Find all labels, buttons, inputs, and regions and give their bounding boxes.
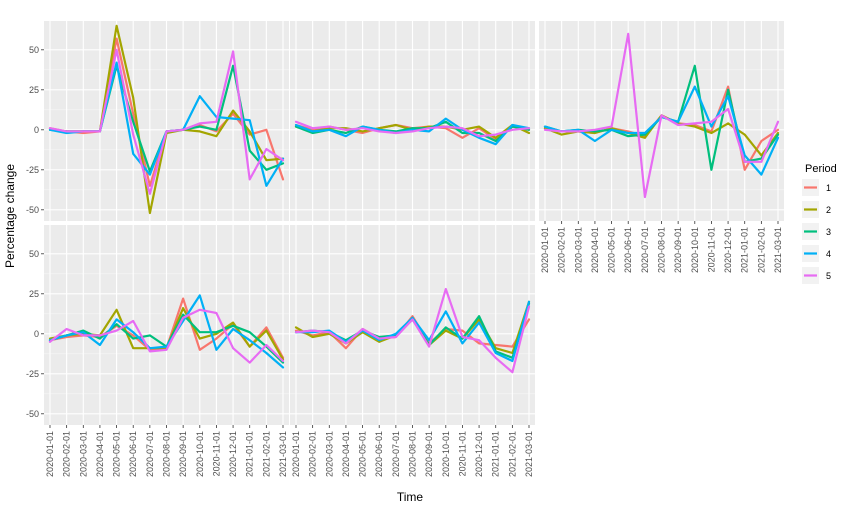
x-tick-label: 2020-09-01 xyxy=(424,431,434,477)
x-tick-label: 2020-08-01 xyxy=(162,431,172,477)
legend-label: 3 xyxy=(826,227,831,237)
x-tick-label: 2021-01-01 xyxy=(491,431,501,477)
legend-title: Period xyxy=(805,163,837,175)
x-tick-label: 2021-02-01 xyxy=(261,431,271,477)
x-tick-label: 2020-02-01 xyxy=(62,431,72,477)
y-tick-label: -50 xyxy=(26,205,39,215)
x-tick-label: 2020-07-01 xyxy=(145,431,155,477)
y-axis-title: Percentage change xyxy=(3,164,17,268)
x-tick-label: 2020-02-01 xyxy=(557,227,567,273)
x-tick-label: 2020-11-01 xyxy=(457,431,467,476)
x-tick-label: 2020-05-01 xyxy=(112,431,122,477)
facet-panel-5: 2020-01-01 2020-02-01 2020-03-01 2020-04-01… xyxy=(290,225,535,477)
y-tick-label: 50 xyxy=(29,45,39,55)
series-line-5 xyxy=(543,32,780,199)
series-line-4 xyxy=(294,117,531,146)
x-tick-label: 2020-03-01 xyxy=(573,227,583,273)
y-tick-label: -25 xyxy=(26,369,39,379)
facet-panels: -50 -25 0 25 50 2020-01-01 2020-02-01 2020-03-0… xyxy=(26,21,784,477)
x-tick-label: 2021-03-01 xyxy=(773,227,783,273)
x-tick-label: 2020-12-01 xyxy=(474,431,484,477)
legend-label: 4 xyxy=(826,249,831,259)
y-tick-label: 25 xyxy=(29,289,39,299)
y-tick-label: 0 xyxy=(34,125,39,135)
legend-item-5: 5 xyxy=(802,267,831,284)
facet-panel-1: -50 -25 0 25 50 xyxy=(26,21,289,221)
series-line-5 xyxy=(48,308,285,364)
x-tick-label: 2020-11-01 xyxy=(211,431,221,476)
x-tick-label: 2020-03-01 xyxy=(78,431,88,477)
x-tick-label: 2020-07-01 xyxy=(640,227,650,273)
x-tick-label: 2020-10-01 xyxy=(690,227,700,273)
legend-items: 1 2 3 4 5 xyxy=(802,179,831,284)
x-tick-label: 2021-01-01 xyxy=(740,227,750,273)
legend-label: 5 xyxy=(826,271,831,281)
x-tick-label: 2020-03-01 xyxy=(324,431,334,477)
x-tick-label: 2021-01-01 xyxy=(245,431,255,477)
series-line-5 xyxy=(48,48,285,195)
series-line-4 xyxy=(294,300,531,363)
x-tick-label: 2020-09-01 xyxy=(673,227,683,273)
legend-label: 1 xyxy=(826,183,831,193)
legend-item-2: 2 xyxy=(802,201,831,218)
x-tick-label: 2020-04-01 xyxy=(95,431,105,477)
x-tick-label: 2020-08-01 xyxy=(408,431,418,477)
legend-item-4: 4 xyxy=(802,245,831,262)
x-tick-label: 2020-01-01 xyxy=(45,431,55,477)
x-tick-label: 2020-01-01 xyxy=(540,227,550,273)
x-tick-label: 2020-06-01 xyxy=(128,431,138,477)
x-tick-label: 2020-12-01 xyxy=(723,227,733,273)
x-tick-label: 2021-03-01 xyxy=(524,431,534,477)
y-tick-label: 0 xyxy=(34,329,39,339)
legend-label: 2 xyxy=(826,205,831,215)
y-tick-label: 25 xyxy=(29,85,39,95)
x-tick-label: 2020-11-01 xyxy=(706,227,716,272)
legend-item-1: 1 xyxy=(802,179,831,196)
x-tick-label: 2020-07-01 xyxy=(391,431,401,477)
series-line-5 xyxy=(294,287,531,374)
x-tick-label: 2020-04-01 xyxy=(590,227,600,273)
x-tick-label: 2020-12-01 xyxy=(228,431,238,477)
legend: Period 1 2 3 4 5 xyxy=(802,163,837,284)
y-tick-label: -50 xyxy=(26,409,39,419)
x-tick-label: 2020-06-01 xyxy=(374,431,384,477)
x-tick-label: 2021-03-01 xyxy=(278,431,288,477)
facet-panel-4: -50 -25 0 25 50 2020-01-01 2020-02-01 2020-03-0… xyxy=(26,225,289,477)
legend-item-3: 3 xyxy=(802,223,831,240)
y-tick-label: 50 xyxy=(29,249,39,259)
x-axis-title: Time xyxy=(397,490,424,504)
x-tick-label: 2020-10-01 xyxy=(441,431,451,477)
y-tick-label: -25 xyxy=(26,165,39,175)
x-tick-label: 2021-02-01 xyxy=(756,227,766,273)
x-tick-label: 2020-10-01 xyxy=(195,431,205,477)
x-tick-label: 2021-02-01 xyxy=(507,431,517,477)
x-tick-label: 2020-09-01 xyxy=(178,431,188,477)
x-tick-label: 2020-04-01 xyxy=(341,431,351,477)
x-tick-label: 2020-06-01 xyxy=(623,227,633,273)
x-tick-label: 2020-05-01 xyxy=(607,227,617,273)
facet-panel-3: 2020-01-01 2020-02-01 2020-03-01 2020-04-01… xyxy=(539,21,784,273)
x-tick-label: 2020-02-01 xyxy=(308,431,318,477)
series-line-5 xyxy=(294,120,531,138)
facet-panel-2 xyxy=(290,21,535,221)
x-tick-label: 2020-05-01 xyxy=(358,431,368,477)
x-tick-label: 2020-01-01 xyxy=(291,431,301,477)
x-tick-label: 2020-08-01 xyxy=(657,227,667,273)
